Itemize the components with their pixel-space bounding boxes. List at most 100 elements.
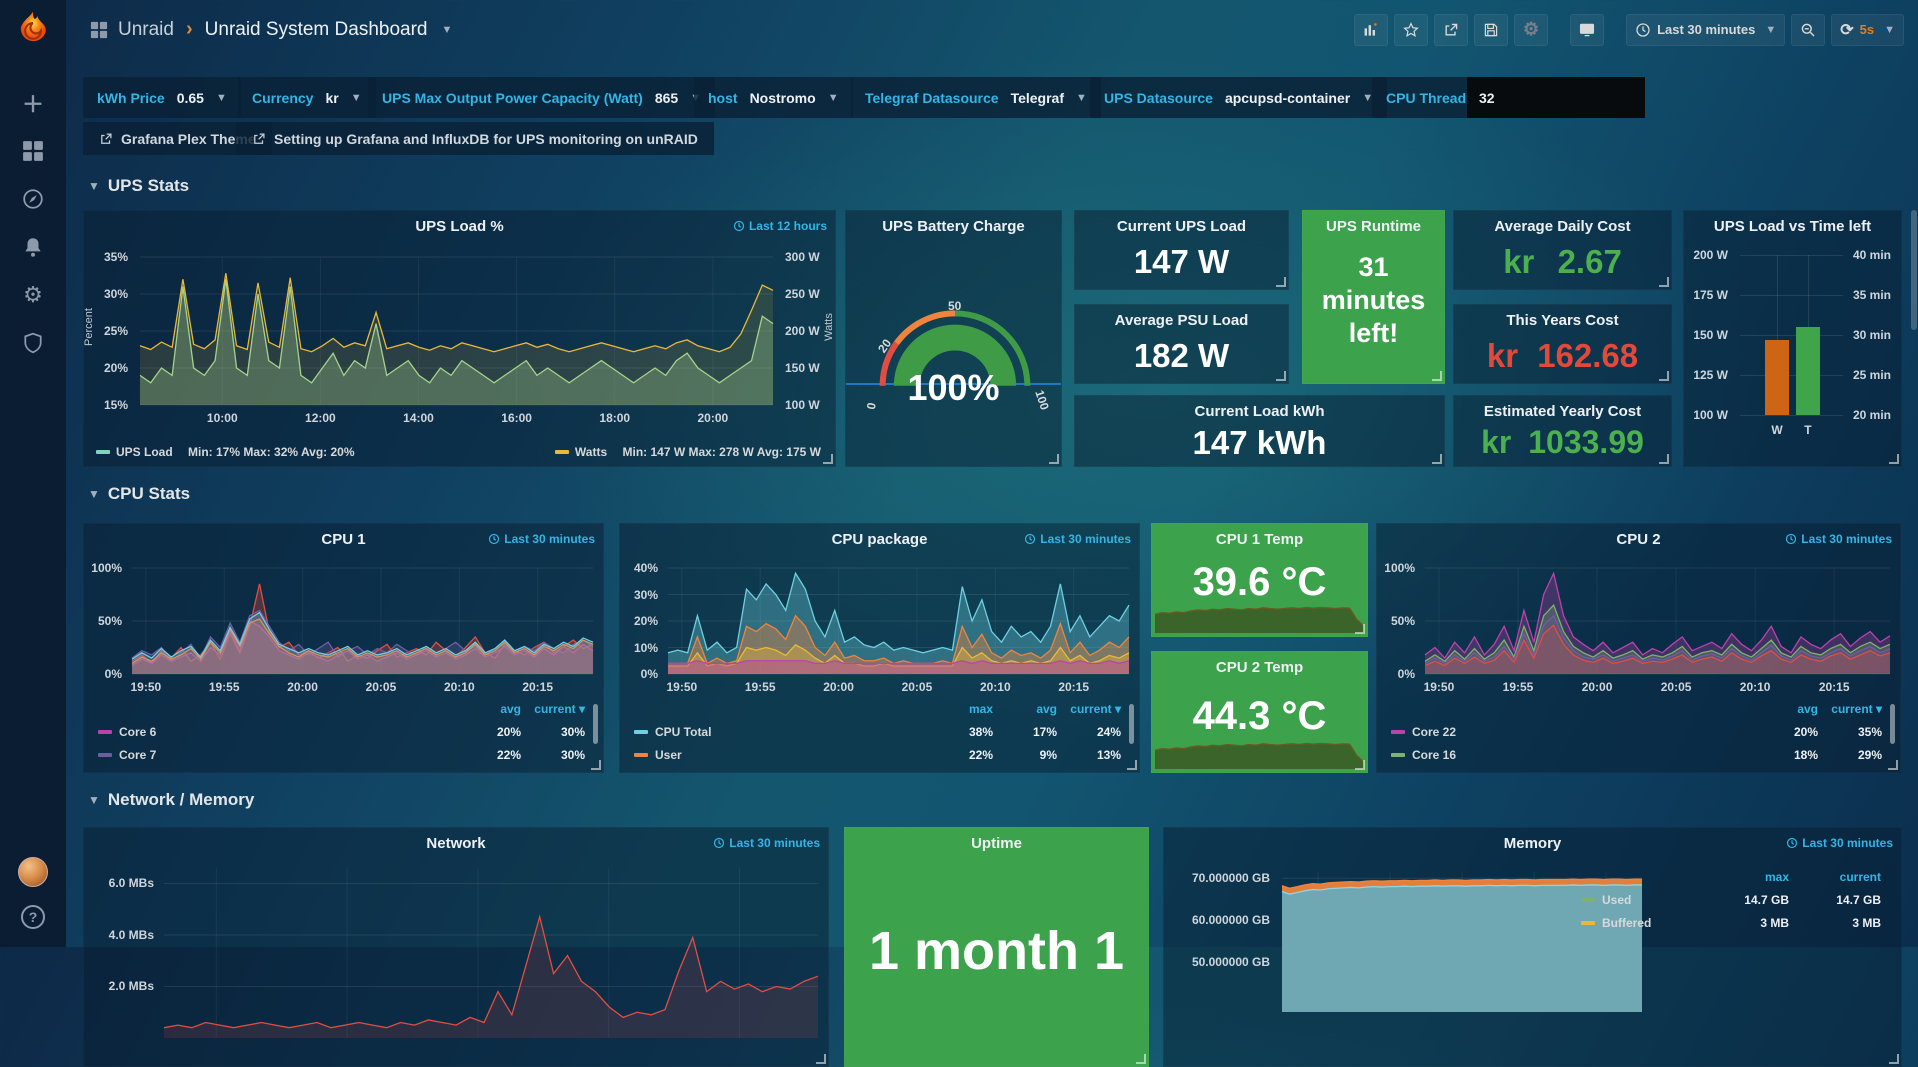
- panel-title[interactable]: Current Load kWh: [1075, 403, 1444, 420]
- panel-this-years-cost: This Years Cost kr 162.68: [1453, 304, 1672, 384]
- panel-time-range[interactable]: Last 30 minutes: [488, 532, 595, 546]
- panel-title[interactable]: Estimated Yearly Cost: [1454, 403, 1671, 420]
- dashboard-settings-button[interactable]: ⚙: [1514, 14, 1548, 46]
- panel-time-range[interactable]: Last 30 minutes: [1785, 532, 1892, 546]
- legend-column-header[interactable]: max: [929, 702, 993, 716]
- legend-column-header[interactable]: avg: [457, 702, 521, 716]
- legend-scrollbar[interactable]: [593, 704, 598, 744]
- section-ups-stats[interactable]: ▼UPS Stats: [88, 176, 189, 196]
- bar-T[interactable]: [1796, 327, 1820, 415]
- panel-title[interactable]: Average Daily Cost: [1454, 218, 1671, 235]
- variable-ups-max-output[interactable]: UPS Max Output Power Capacity (Watt) 865…: [368, 77, 715, 118]
- legend-series-name[interactable]: Core 7: [98, 748, 457, 762]
- legend-series-name[interactable]: CPU Total: [634, 725, 929, 739]
- y2-axis-tick: 40 min: [1853, 248, 1891, 262]
- legend-column-header[interactable]: max: [1697, 870, 1789, 884]
- y2-axis-tick: 25 min: [1853, 368, 1891, 382]
- legend-series-name[interactable]: Core 6: [98, 725, 457, 739]
- cpu-package-chart[interactable]: [668, 568, 1129, 674]
- grafana-logo-icon[interactable]: [12, 9, 54, 51]
- legend-value: 38%: [929, 725, 993, 739]
- panel-title[interactable]: CPU 2 Temp: [1152, 659, 1367, 676]
- legend-column-header[interactable]: current ▾: [1057, 702, 1121, 716]
- variable-kwh-price[interactable]: kWh Price 0.65▼: [83, 77, 241, 118]
- panel-title[interactable]: UPS Battery Charge: [846, 218, 1061, 235]
- time-range-picker[interactable]: Last 30 minutes ▼: [1626, 14, 1785, 46]
- cpu1-chart[interactable]: [132, 568, 593, 674]
- panel-title[interactable]: Uptime: [845, 835, 1148, 852]
- legend-scrollbar[interactable]: [1890, 704, 1895, 744]
- panel-ups-load: UPS Load % Last 12 hours Percent Watts 3…: [83, 210, 836, 467]
- legend-item[interactable]: Watts Min: 147 W Max: 278 W Avg: 175 W: [555, 445, 821, 459]
- x-axis-tick: 20:10: [980, 680, 1011, 694]
- x-axis-tick: 19:55: [209, 680, 240, 694]
- panel-time-range[interactable]: Last 30 minutes: [713, 836, 820, 850]
- help-icon[interactable]: ?: [21, 905, 45, 929]
- variable-host[interactable]: host Nostromo▼: [694, 77, 853, 118]
- legend-scrollbar[interactable]: [1129, 704, 1134, 744]
- refresh-picker[interactable]: ⟳ 5s ▼: [1831, 14, 1904, 46]
- share-dashboard-button[interactable]: [1434, 14, 1468, 46]
- network-chart[interactable]: [164, 868, 818, 1038]
- bar-W[interactable]: [1765, 340, 1789, 415]
- breadcrumb-dashboard-title[interactable]: Unraid System Dashboard: [205, 19, 428, 41]
- dashboards-icon[interactable]: [20, 138, 46, 164]
- configuration-gear-icon[interactable]: ⚙: [20, 282, 46, 308]
- section-cpu-stats[interactable]: ▼CPU Stats: [88, 484, 190, 504]
- panel-title[interactable]: UPS Load vs Time left: [1684, 218, 1901, 235]
- legend-series-name[interactable]: Used: [1581, 893, 1697, 907]
- legend-item[interactable]: UPS Load Min: 17% Max: 32% Avg: 20%: [96, 445, 355, 459]
- cpu-threads-input[interactable]: [1467, 77, 1645, 118]
- breadcrumb-folder[interactable]: Unraid: [118, 19, 174, 41]
- panel-time-range[interactable]: Last 30 minutes: [1024, 532, 1131, 546]
- legend-series-name[interactable]: Core 16: [1391, 748, 1754, 762]
- legend-value: 14.7 GB: [1697, 893, 1789, 907]
- variable-telegraf-datasource[interactable]: Telegraf Datasource Telegraf▼: [851, 77, 1101, 118]
- create-plus-icon[interactable]: ＋: [20, 90, 46, 116]
- legend-column-header[interactable]: current ▾: [1818, 702, 1882, 716]
- panel-title[interactable]: Current UPS Load: [1075, 218, 1288, 235]
- panel-time-range[interactable]: Last 30 minutes: [1786, 836, 1893, 850]
- add-panel-button[interactable]: [1354, 14, 1388, 46]
- user-avatar[interactable]: [18, 857, 48, 887]
- y2-axis-tick: 300 W: [785, 250, 820, 264]
- alerts-bell-icon[interactable]: [20, 234, 46, 260]
- legend-column-header[interactable]: current ▾: [521, 702, 585, 716]
- y-axis-tick: 15%: [104, 398, 128, 412]
- section-network-memory[interactable]: ▼Network / Memory: [88, 790, 254, 810]
- star-dashboard-button[interactable]: [1394, 14, 1428, 46]
- legend-column-header[interactable]: avg: [993, 702, 1057, 716]
- panel-title[interactable]: UPS Runtime: [1303, 218, 1444, 235]
- panel-title[interactable]: This Years Cost: [1454, 312, 1671, 329]
- variable-ups-datasource[interactable]: UPS Datasource apcupsd-container▼: [1090, 77, 1387, 118]
- breadcrumb-caret-icon[interactable]: ▼: [441, 24, 452, 36]
- panel-title[interactable]: CPU 1 Temp: [1152, 531, 1367, 548]
- y-axis-tick: 100%: [1384, 561, 1415, 575]
- clock-icon: [488, 533, 500, 545]
- page-scrollbar[interactable]: [1911, 210, 1917, 330]
- x-axis-tick: 19:50: [666, 680, 697, 694]
- stat-value: kr 162.68: [1454, 337, 1671, 375]
- ups-load-legend: UPS Load Min: 17% Max: 32% Avg: 20% Watt…: [96, 445, 821, 459]
- legend-series-name[interactable]: User: [634, 748, 929, 762]
- link-ups-monitoring-guide[interactable]: Setting up Grafana and InfluxDB for UPS …: [236, 122, 714, 155]
- panel-title[interactable]: UPS Load %: [84, 218, 835, 235]
- save-dashboard-button[interactable]: [1474, 14, 1508, 46]
- panel-title[interactable]: Average PSU Load: [1075, 312, 1288, 329]
- tv-mode-button[interactable]: [1570, 14, 1604, 46]
- legend-column-header[interactable]: avg: [1754, 702, 1818, 716]
- panel-time-range[interactable]: Last 12 hours: [733, 219, 827, 233]
- explore-compass-icon[interactable]: [20, 186, 46, 212]
- cpu2-chart[interactable]: [1425, 568, 1890, 674]
- ups-load-chart[interactable]: [140, 257, 773, 405]
- zoom-out-button[interactable]: [1791, 14, 1825, 46]
- legend-series-name[interactable]: Core 22: [1391, 725, 1754, 739]
- variable-currency[interactable]: Currency kr▼: [238, 77, 376, 118]
- legend-swatch: [1581, 898, 1595, 902]
- admin-shield-icon[interactable]: [20, 330, 46, 356]
- legend-swatch: [98, 753, 112, 757]
- legend-column-header[interactable]: current: [1789, 870, 1881, 884]
- legend-series-name[interactable]: Buffered: [1581, 916, 1697, 930]
- ups-bar-plot[interactable]: [1740, 255, 1843, 415]
- clock-icon: [1024, 533, 1036, 545]
